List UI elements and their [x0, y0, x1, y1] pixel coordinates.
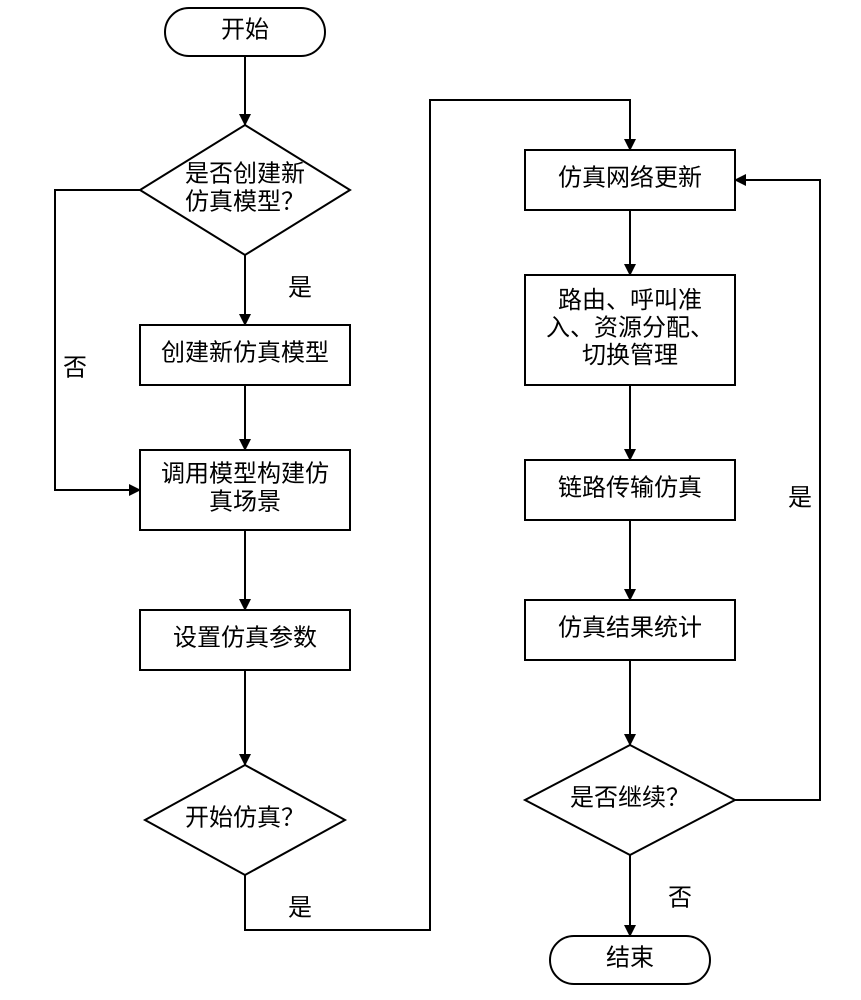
node-p6-label: 链路传输仿真	[558, 475, 702, 502]
svg-text:是否继续？: 是否继续？	[570, 785, 690, 812]
edge-11: 是	[735, 180, 820, 800]
svg-text:开始仿真？: 开始仿真？	[185, 805, 305, 832]
svg-text:路由、呼叫准: 路由、呼叫准	[558, 287, 702, 314]
node-end-label: 结束	[606, 945, 654, 972]
svg-text:设置仿真参数: 设置仿真参数	[173, 625, 317, 652]
node-p7: 仿真结果统计	[525, 600, 735, 660]
flowchart-canvas: 是否是是否开始是否创建新仿真模型？创建新仿真模型调用模型构建仿真场景设置仿真参数…	[0, 0, 861, 1000]
node-p3-label: 设置仿真参数	[173, 625, 317, 652]
node-d3-label: 是否继续？	[570, 785, 690, 812]
svg-text:仿真模型？: 仿真模型？	[185, 188, 305, 215]
node-start: 开始	[165, 8, 325, 56]
svg-text:开始: 开始	[221, 17, 269, 44]
node-p7-label: 仿真结果统计	[558, 615, 702, 642]
node-d2: 开始仿真？	[145, 765, 345, 875]
node-p1-label: 创建新仿真模型	[161, 340, 329, 367]
edge-5: 否	[55, 190, 140, 490]
node-p3: 设置仿真参数	[140, 610, 350, 670]
edge-label-5: 否	[63, 356, 87, 382]
edge-label-12: 否	[668, 886, 692, 912]
node-p5: 路由、呼叫准入、资源分配、切换管理	[525, 275, 735, 385]
edge-label-1: 是	[288, 276, 312, 302]
svg-text:调用模型构建仿: 调用模型构建仿	[161, 461, 329, 488]
svg-text:真场景: 真场景	[209, 488, 281, 515]
svg-text:是否创建新: 是否创建新	[185, 161, 305, 188]
svg-text:仿真结果统计: 仿真结果统计	[558, 615, 702, 642]
node-d2-label: 开始仿真？	[185, 805, 305, 832]
svg-text:创建新仿真模型: 创建新仿真模型	[161, 340, 329, 367]
node-p4: 仿真网络更新	[525, 150, 735, 210]
node-p6: 链路传输仿真	[525, 460, 735, 520]
node-start-label: 开始	[221, 17, 269, 44]
node-end: 结束	[550, 936, 710, 984]
svg-text:入、资源分配、: 入、资源分配、	[546, 315, 714, 342]
edge-label-6: 是	[288, 896, 312, 922]
node-p1: 创建新仿真模型	[140, 325, 350, 385]
node-d1: 是否创建新仿真模型？	[140, 125, 350, 255]
node-p4-label: 仿真网络更新	[558, 165, 702, 192]
node-p2: 调用模型构建仿真场景	[140, 450, 350, 530]
edge-label-11: 是	[788, 486, 812, 512]
svg-text:仿真网络更新: 仿真网络更新	[558, 165, 702, 192]
edge-12: 否	[630, 855, 692, 936]
svg-text:结束: 结束	[606, 945, 654, 972]
svg-text:切换管理: 切换管理	[582, 342, 678, 369]
svg-text:链路传输仿真: 链路传输仿真	[558, 475, 702, 502]
node-d3: 是否继续？	[525, 745, 735, 855]
edge-1: 是	[245, 255, 312, 325]
